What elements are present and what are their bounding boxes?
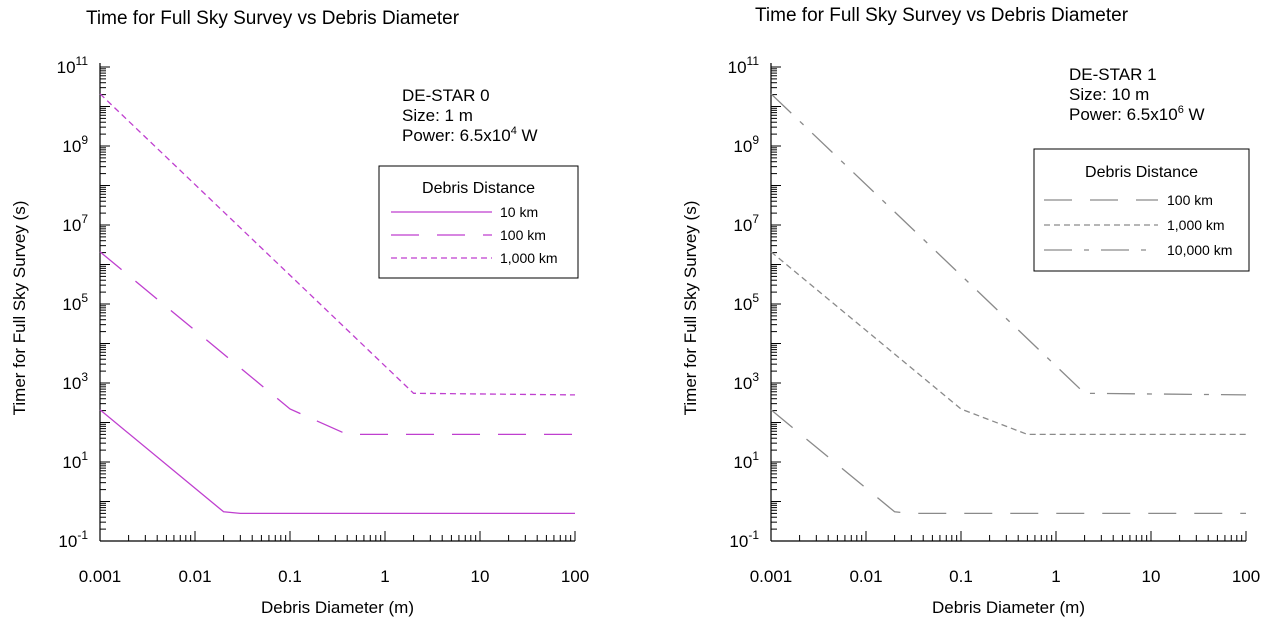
y-tick-label: 109 [733,133,759,156]
legend-label: 10 km [500,204,538,220]
x-tick-label: 100 [1232,567,1260,586]
x-tick-label: 0.01 [178,567,211,586]
legend-label: 1,000 km [500,250,558,266]
legend-label: 1,000 km [1167,217,1225,233]
chart-title: Time for Full Sky Survey vs Debris Diame… [755,5,1129,26]
y-tick-label: 105 [733,291,759,314]
legend-label: 100 km [500,227,546,243]
series-line [770,409,1246,515]
x-tick-label: 100 [561,567,589,586]
y-tick-label: 1011 [57,54,89,77]
x-tick-label: 10 [471,567,490,586]
y-tick-label: 109 [62,133,88,156]
y-tick-label: 103 [733,370,759,393]
legend-label: 100 km [1167,192,1213,208]
legend-box [378,165,579,279]
y-axis-title: Timer for Full Sky Survey (s) [681,201,700,416]
x-tick-label: 1 [1051,567,1060,586]
legend: Debris Distance 10 km 100 km 1,000 km [378,165,579,279]
chart-title: Time for Full Sky Survey vs Debris Diame… [86,8,460,29]
y-tick-label: 10-1 [58,528,88,551]
info-line: Power: 6.5x106 W [1069,104,1205,124]
legend-title: Debris Distance [422,180,535,197]
chart-1: Time for Full Sky Survey vs Debris Diame… [10,8,589,617]
chart-2: Time for Full Sky Survey vs Debris Diame… [681,5,1260,617]
legend-box [1033,148,1250,272]
y-tick-label: 10-1 [729,528,759,551]
y-tick-label: 107 [62,212,88,235]
x-axis-title: Debris Diameter (m) [261,598,414,617]
series-line [99,251,575,436]
x-tick-label: 0.1 [949,567,973,586]
info-line: Power: 6.5x104 W [402,125,538,145]
series-line [770,251,1246,436]
legend-label: 10,000 km [1167,242,1232,258]
info-line: Size: 10 m [1069,85,1149,104]
y-axis-title: Timer for Full Sky Survey (s) [10,201,29,416]
x-tick-label: 1 [380,567,389,586]
y-tick-label: 107 [733,212,759,235]
x-axis-title: Debris Diameter (m) [932,598,1085,617]
x-tick-label: 0.1 [278,567,302,586]
y-tick-label: 101 [733,449,759,472]
series-line [99,409,575,515]
info-line: DE-STAR 1 [1069,65,1157,84]
info-line: Size: 1 m [402,106,473,125]
y-tick-label: 101 [62,449,88,472]
legend: Debris Distance 100 km 1,000 km 10,000 km [1033,148,1250,272]
x-tick-label: 0.001 [79,567,122,586]
y-tick-label: 105 [62,291,88,314]
x-tick-label: 0.001 [750,567,793,586]
x-tick-label: 10 [1142,567,1161,586]
series-line [99,93,576,396]
y-tick-label: 103 [62,370,88,393]
info-line: DE-STAR 0 [402,86,490,105]
y-tick-label: 1011 [728,54,760,77]
legend-title: Debris Distance [1085,164,1198,181]
x-tick-label: 0.01 [849,567,882,586]
